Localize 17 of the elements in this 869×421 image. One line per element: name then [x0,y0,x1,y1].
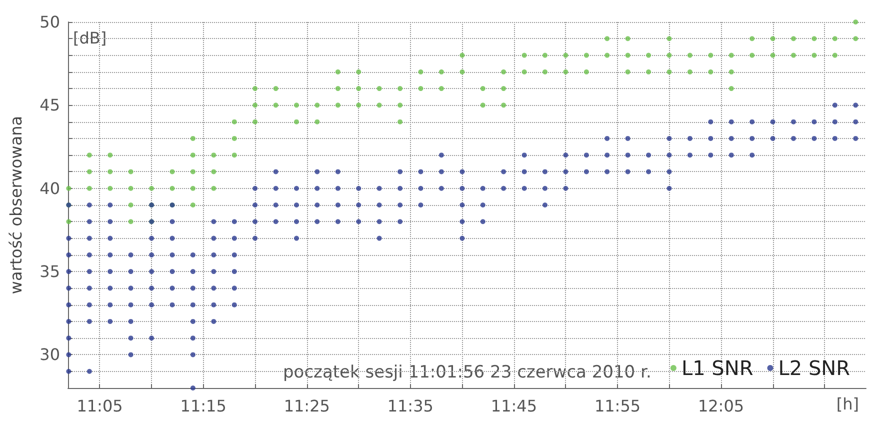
y-tick-label: 30 [40,345,60,364]
x-tick-label: 11:25 [284,396,330,416]
x-axis-title: [h] [836,394,859,414]
y-axis-title: wartość obserwowana [6,116,26,294]
y-tick-label: 35 [40,262,60,282]
x-tick-label: 11:15 [180,396,226,416]
legend-label: L1 SNR [681,356,754,380]
legend-label: L2 SNR [778,356,850,380]
y-tick-label: 40 [40,178,60,198]
y-tick-label: 45 [40,96,60,115]
x-tick-label: 11:35 [387,396,434,416]
x-tick-label: 11:55 [594,396,641,416]
y-tick-label: 50 [40,12,60,32]
x-tick-label: 11:45 [490,396,537,416]
x-tick-label: 12:05 [698,396,744,416]
x-tick-label: 11:05 [76,396,123,416]
annotation: [dB] [73,28,107,48]
